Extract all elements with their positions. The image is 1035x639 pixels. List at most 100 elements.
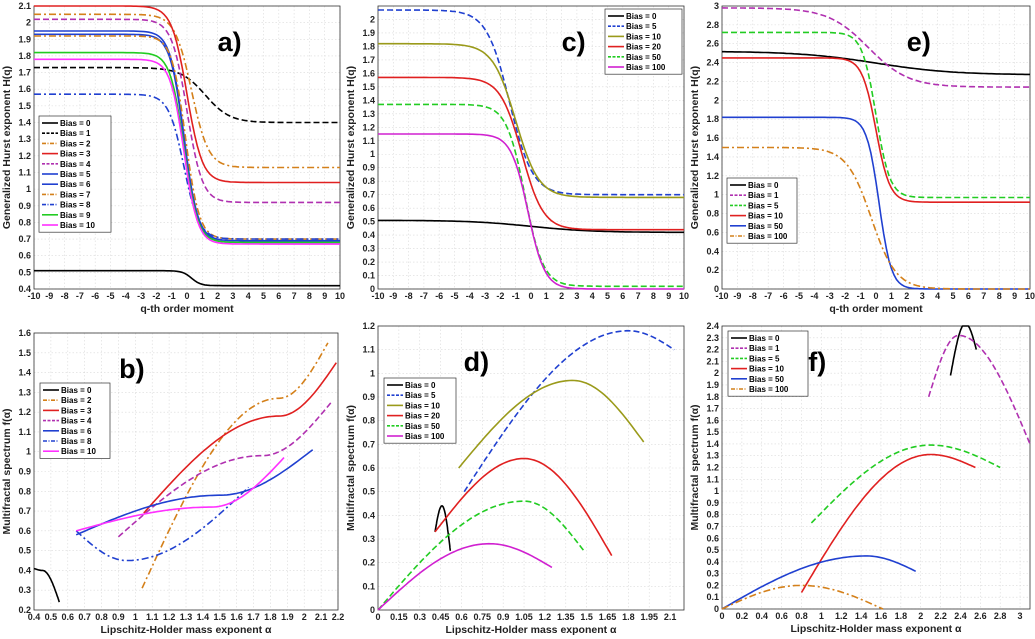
- y-tick-label: 0.2: [706, 580, 719, 590]
- x-tick-label: 6: [966, 291, 971, 301]
- panel-d: 0 0.15 0.3 0.45 0.6 0.75 0.9 1.05 1.2 1.35 1.5 1.65…: [345, 321, 685, 636]
- legend-entry: Bias = 0: [626, 12, 657, 21]
- x-tick-label: 0.9: [112, 612, 125, 622]
- y-tick-label: 0.7: [362, 190, 375, 200]
- y-tick-label: 0: [714, 284, 719, 294]
- series-line-c-2: [378, 42, 684, 199]
- x-tick-label: 0.6: [775, 611, 788, 621]
- y-tick-label: 0.3: [706, 569, 719, 579]
- y-tick-label: 0.4: [706, 246, 719, 256]
- x-tick-label: 0.4: [28, 612, 41, 622]
- legend-entry: Bias = 4: [60, 160, 91, 169]
- y-tick-label: 0.7: [18, 234, 31, 244]
- y-tick-label: 1.8: [18, 51, 31, 61]
- y-tick-label: 1.6: [18, 328, 31, 338]
- x-tick-label: -9: [733, 291, 741, 301]
- y-tick-label: 1.9: [706, 380, 719, 390]
- y-tick-label: 1.2: [18, 407, 31, 417]
- y-tick-label: 0.9: [362, 163, 375, 173]
- x-tick-label: 0.5: [45, 612, 58, 622]
- y-tick-label: 0.2: [706, 265, 719, 275]
- y-tick-label: 0.9: [18, 201, 31, 211]
- y-tick-label: 1.4: [18, 118, 31, 128]
- x-tick-label: -2: [496, 291, 504, 301]
- y-tick-label: 1.7: [362, 55, 375, 65]
- y-tick-label: 0.8: [18, 486, 31, 496]
- x-tick-label: -10: [27, 291, 40, 301]
- x-tick-label: 9: [666, 291, 671, 301]
- legend-box: [727, 330, 809, 397]
- panel-label-d: d): [464, 347, 489, 377]
- y-tick-label: 0.4: [18, 565, 31, 575]
- legend-entry: Bias = 50: [626, 53, 661, 62]
- y-tick-label: 0.2: [362, 257, 375, 267]
- y-tick-label: 0.9: [706, 498, 719, 508]
- legend-entry: Bias = 10: [405, 401, 440, 410]
- x-tick-label: -9: [45, 291, 53, 301]
- series-line-b-1: [141, 342, 329, 589]
- panel-label-f: f): [808, 347, 826, 377]
- y-tick-label: 0.2: [362, 558, 375, 568]
- x-tick-label: 4: [246, 291, 251, 301]
- legend-entry: Bias = 6: [60, 180, 91, 189]
- x-tick-label: 1: [544, 291, 549, 301]
- x-tick-label: 1.6: [875, 611, 888, 621]
- y-tick-label: 1.2: [706, 463, 719, 473]
- legend-box: [726, 177, 798, 244]
- legend-entry: Bias = 10: [748, 212, 783, 221]
- x-tick-label: -5: [106, 291, 114, 301]
- y-tick-label: 1.6: [706, 415, 719, 425]
- x-tick-label: 1.6: [230, 612, 243, 622]
- legend-entry: Bias = 0: [749, 334, 780, 343]
- x-tick-label: -10: [371, 291, 384, 301]
- x-tick-label: -7: [764, 291, 772, 301]
- x-tick-label: -7: [76, 291, 84, 301]
- x-tick-label: 1.8: [264, 612, 277, 622]
- legend-entry: Bias = 3: [61, 406, 92, 415]
- panel-label-b: b): [119, 354, 144, 384]
- y-tick-label: 3: [714, 1, 719, 11]
- y-tick-label: 1.7: [18, 68, 31, 78]
- panel-label-e: e): [907, 27, 931, 57]
- x-tick-label: 1.5: [214, 612, 227, 622]
- y-tick-label: 1.4: [706, 439, 719, 449]
- legend-entry: Bias = 1: [748, 191, 779, 200]
- panel-a: -10 -9 -8 -7 -6 -5 -4 -3 -2 -1 0 1 2 3 4 5 6 7 8 9 100.40.50…: [1, 1, 345, 315]
- x-axis-label: q-th order moment: [140, 303, 234, 315]
- x-tick-label: 0.75: [474, 612, 492, 622]
- legend-entry: Bias = 1: [60, 129, 91, 138]
- x-tick-label: 1.9: [281, 612, 294, 622]
- y-tick-label: 0.2: [18, 605, 31, 615]
- y-tick-label: 1.3: [18, 134, 31, 144]
- x-tick-label: -1: [168, 291, 176, 301]
- y-tick-label: 0.6: [362, 463, 375, 473]
- series-line-a-7: [34, 35, 340, 240]
- series-line-f-2: [810, 444, 1001, 524]
- y-axis-label: Multifractal spectrum f(α): [689, 404, 701, 530]
- x-tick-label: 2: [918, 611, 923, 621]
- x-tick-label: 0: [873, 291, 878, 301]
- x-axis-label: Lipschitz-Holder mass exponent α: [446, 624, 618, 636]
- y-tick-label: 1.9: [362, 28, 375, 38]
- panel-c: -10 -9 -8 -7 -6 -5 -4 -3 -2 -1 0 1 2 3 4 5 6 7 8 9 1000.10.2…: [345, 5, 689, 301]
- legend-entry: Bias = 100: [626, 63, 666, 72]
- x-tick-label: 2.2: [934, 611, 947, 621]
- y-tick-label: 2: [714, 95, 719, 105]
- x-tick-label: 1: [133, 612, 138, 622]
- x-tick-label: 0: [528, 291, 533, 301]
- y-tick-label: 0.4: [18, 284, 31, 294]
- x-tick-label: 2: [904, 291, 909, 301]
- y-tick-label: 1.4: [362, 95, 375, 105]
- y-tick-label: 0.5: [18, 546, 31, 556]
- x-axis-label: Lipschitz-Holder mass exponent α: [101, 624, 273, 636]
- y-tick-label: 0.3: [362, 534, 375, 544]
- x-tick-label: 1.65: [599, 612, 617, 622]
- x-tick-label: -5: [450, 291, 458, 301]
- x-tick-label: -2: [152, 291, 160, 301]
- y-tick-label: 1.9: [18, 34, 31, 44]
- y-tick-label: 1: [26, 184, 31, 194]
- x-tick-label: 6: [276, 291, 281, 301]
- y-tick-label: 1.8: [362, 41, 375, 51]
